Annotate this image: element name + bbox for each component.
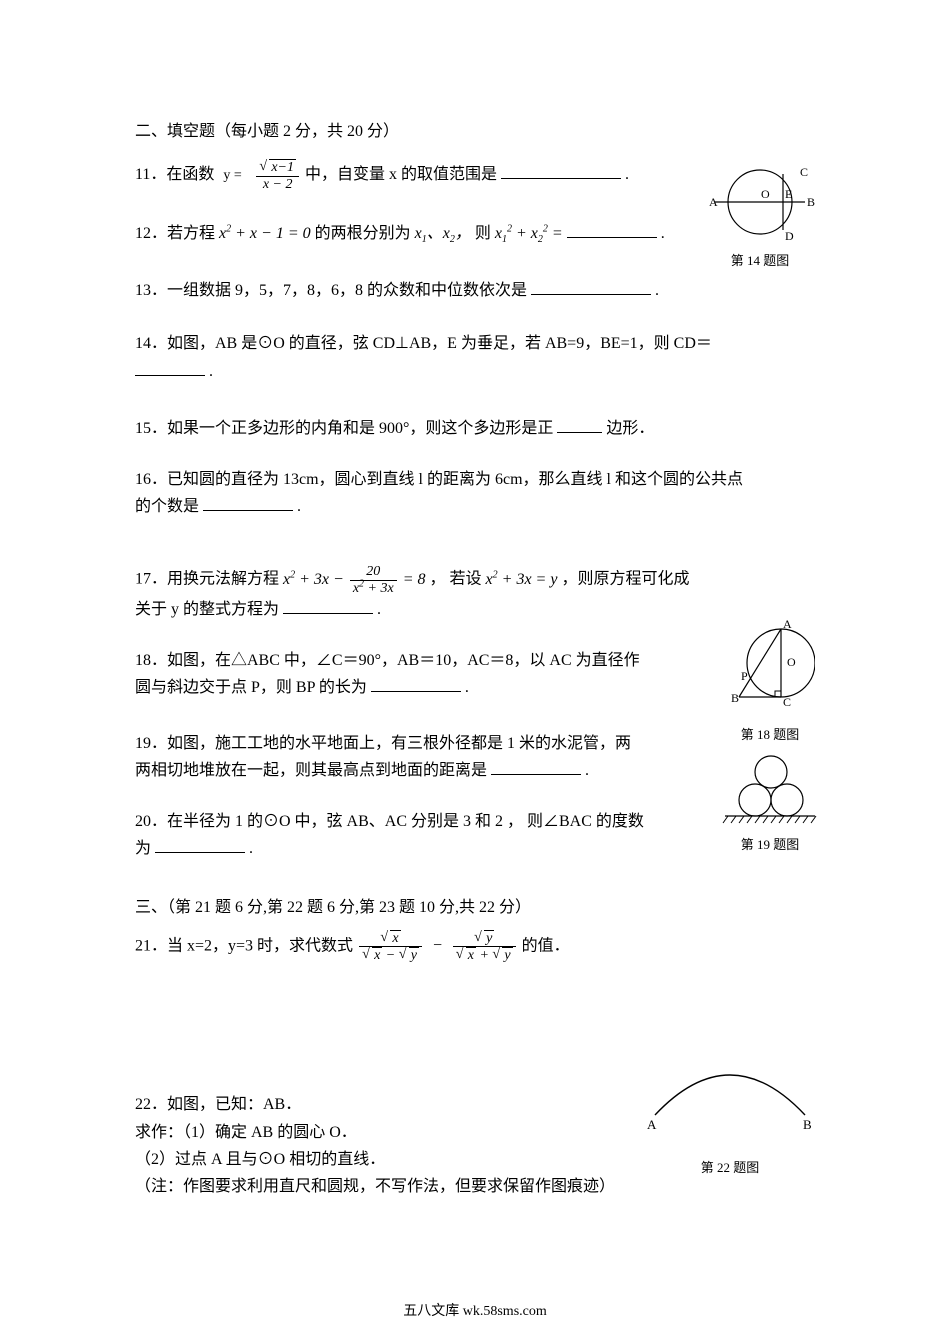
q20-blank <box>155 838 245 853</box>
figure-19-caption: 第 19 题图 <box>720 834 820 853</box>
svg-text:B: B <box>807 195 815 209</box>
figure-22-svg: A B <box>635 1045 825 1135</box>
q12-prefix: 12．若方程 <box>135 225 215 242</box>
question-16: 16．已知圆的直径为 13cm，圆心到直线 l 的距离为 6cm，那么直线 l … <box>135 466 815 520</box>
figure-22-caption: 第 22 题图 <box>630 1157 830 1176</box>
q15-text-b: 边形． <box>606 420 654 437</box>
q17-eq: x2 + 3x − 20x2 + 3x = 8 <box>283 571 430 588</box>
svg-text:C: C <box>783 695 791 709</box>
q20-line1: 20．在半径为 1 的⊙O 中，弦 AB、AC 分别是 3 和 2 ， 则∠BA… <box>135 813 644 830</box>
question-14: 14．如图，AB 是⊙O 的直径，弦 CD⊥AB，E 为垂足，若 AB=9，BE… <box>135 330 815 384</box>
question-18: 18．如图，在△ABC 中，∠C＝90°，AB＝10，AC＝8，以 AC 为直径… <box>135 647 695 701</box>
q12-suffix: . <box>661 225 665 242</box>
q17-blank <box>283 599 373 614</box>
question-19: 19．如图，施工工地的水平地面上，有三根外径都是 1 米的水泥管，两 两相切地堆… <box>135 730 695 784</box>
q20-suffix: . <box>249 840 253 857</box>
q14-blank <box>135 360 205 375</box>
q16-blank <box>203 496 293 511</box>
q17-prefix: 17．用换元法解方程 <box>135 571 279 588</box>
svg-text:O: O <box>787 655 796 669</box>
q14-text-a: 14．如图，AB 是⊙O 的直径，弦 CD⊥AB，E 为垂足，若 AB=9，BE… <box>135 335 712 352</box>
question-13: 13．一组数据 9，5，7，8，6，8 的众数和中位数依次是 . <box>135 277 815 304</box>
q19-line2a: 两相切地堆放在一起，则其最高点到地面的距离是 <box>135 762 491 779</box>
q18-line1: 18．如图，在△ABC 中，∠C＝90°，AB＝10，AC＝8，以 AC 为直径… <box>135 652 640 669</box>
figure-22: A B 第 22 题图 <box>630 1045 830 1176</box>
svg-text:A: A <box>709 195 718 209</box>
figure-19-svg <box>720 746 820 826</box>
svg-text:A: A <box>783 617 792 631</box>
question-15: 15．如果一个正多边形的内角和是 900°，则这个多边形是正 边形． <box>135 415 815 442</box>
q11-mid: 中，自变量 x 的取值范围是 <box>305 166 497 183</box>
page-footer: 五八文库 wk.58sms.com <box>0 1300 950 1320</box>
q15-blank <box>557 417 602 432</box>
q11-formula: y = <box>218 168 250 183</box>
question-17: 17．用换元法解方程 x2 + 3x − 20x2 + 3x = 8 ， 若设 … <box>135 564 815 623</box>
q17-mid1: ， 若设 <box>430 571 482 588</box>
svg-text:P: P <box>741 669 748 683</box>
q12-poly: x2 + x − 1 = 0 <box>219 225 311 242</box>
q12-mid1: 的两根分别为 <box>315 225 411 242</box>
q21-expr: x x − y − y x + y <box>357 937 522 954</box>
q17-line2a: 关于 y 的整式方程为 <box>135 601 283 618</box>
q11-blank <box>501 164 621 179</box>
q12-target: x12 + x22 = <box>495 225 563 242</box>
svg-text:B: B <box>803 1117 812 1132</box>
figure-18-caption: 第 18 题图 <box>720 724 820 743</box>
q22-line1: 22．如图，已知：AB． <box>135 1096 301 1113</box>
q11-fraction: x−1 x − 2 <box>254 159 301 192</box>
svg-text:E: E <box>785 187 792 201</box>
svg-text:B: B <box>731 691 739 705</box>
q22-line2: 求作：（1）确定 AB 的圆心 O． <box>135 1124 357 1141</box>
q15-text-a: 15．如果一个正多边形的内角和是 900°，则这个多边形是正 <box>135 420 553 437</box>
figure-14: A B C D O E 第 14 题图 <box>700 162 820 269</box>
q11-prefix: 11．在函数 <box>135 166 214 183</box>
q17-sub: x2 + 3x = y <box>486 571 558 588</box>
q11-suffix: . <box>625 166 629 183</box>
section3-header: 三、（第 21 题 6 分,第 22 题 6 分,第 23 题 10 分,共 2… <box>135 894 815 921</box>
q19-blank <box>491 759 581 774</box>
q21-prefix: 21．当 x=2，y=3 时，求代数式 <box>135 937 353 954</box>
svg-text:A: A <box>647 1117 657 1132</box>
q16-text-b: 的个数是 <box>135 498 203 515</box>
q17-mid2: ，则原方程可化成 <box>561 571 689 588</box>
q18-blank <box>371 677 461 692</box>
figure-19: 第 19 题图 <box>720 746 820 853</box>
figure-18-svg: A B C O P <box>725 616 815 716</box>
q21-suffix: 的值． <box>522 937 570 954</box>
q16-suffix: . <box>297 498 301 515</box>
question-21: 21．当 x=2，y=3 时，求代数式 x x − y − y x + y 的值… <box>135 930 815 964</box>
q18-line2a: 圆与斜边交于点 P，则 BP 的长为 <box>135 679 367 696</box>
q14-text-b: . <box>209 363 213 380</box>
q16-text-a: 16．已知圆的直径为 13cm，圆心到直线 l 的距离为 6cm，那么直线 l … <box>135 471 743 488</box>
q13-text: 13．一组数据 9，5，7，8，6，8 的众数和中位数依次是 <box>135 282 527 299</box>
q19-line1: 19．如图，施工工地的水平地面上，有三根外径都是 1 米的水泥管，两 <box>135 735 631 752</box>
q22-line4: （注：作图要求利用直尺和圆规，不写作法，但要求保留作图痕迹） <box>135 1178 615 1195</box>
q12-roots: x1、x2， <box>415 225 471 242</box>
svg-text:O: O <box>761 187 770 201</box>
figure-14-svg: A B C D O E <box>705 162 815 242</box>
svg-text:D: D <box>785 229 794 242</box>
page-content: 二、填空题（每小题 2 分，共 20 分） 11．在函数 y = x−1 x −… <box>135 118 815 1206</box>
q12-mid2: 则 <box>475 225 491 242</box>
q20-line2a: 为 <box>135 840 155 857</box>
figure-18: A B C O P 第 18 题图 <box>720 616 820 743</box>
section2-header: 二、填空题（每小题 2 分，共 20 分） <box>135 118 815 145</box>
q17-suffix: . <box>377 601 381 618</box>
q22-line3: （2）过点 A 且与⊙O 相切的直线． <box>135 1151 385 1168</box>
figure-14-caption: 第 14 题图 <box>700 250 820 269</box>
question-20: 20．在半径为 1 的⊙O 中，弦 AB、AC 分别是 3 和 2 ， 则∠BA… <box>135 808 695 862</box>
svg-text:C: C <box>800 165 808 179</box>
q19-suffix: . <box>585 762 589 779</box>
q18-suffix: . <box>465 679 469 696</box>
q13-blank <box>531 280 651 295</box>
q12-blank <box>567 223 657 238</box>
q13-suffix: . <box>655 282 659 299</box>
